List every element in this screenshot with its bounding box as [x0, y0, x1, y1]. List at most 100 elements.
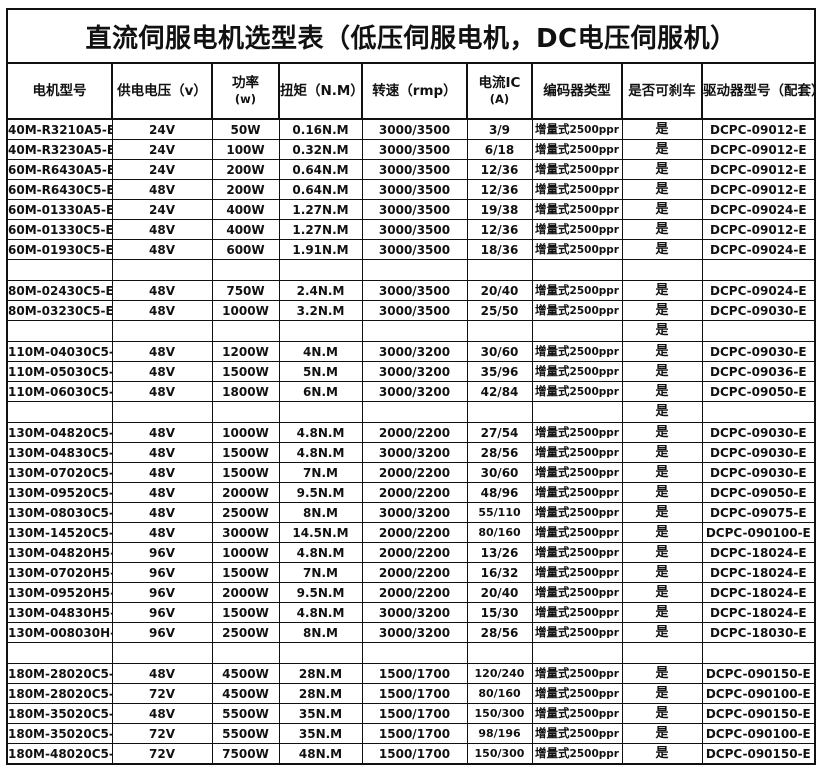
- cell-speed: 3000/3200: [361, 602, 468, 623]
- cell-current: [466, 259, 533, 281]
- column-header-label: 转速（rmp）: [372, 82, 457, 99]
- cell-speed: [361, 642, 468, 664]
- cell-voltage: 96V: [111, 542, 213, 563]
- cell-torque: 4.8N.M: [278, 422, 363, 443]
- cell-speed: 3000/3500: [361, 219, 468, 240]
- encoder-type-text: 增量式: [535, 222, 570, 236]
- cell-speed: 2000/2200: [361, 582, 468, 603]
- cell-brake: 是: [621, 562, 703, 583]
- cell-brake: 是: [621, 401, 703, 423]
- cell-speed: 2000/2200: [361, 462, 468, 483]
- encoder-type-text: 增量式: [535, 142, 570, 156]
- cell-speed: 2000/2200: [361, 482, 468, 503]
- cell-encoder-type: 增量式2500ppr: [531, 562, 623, 583]
- motor-spec-table: 直流伺服电机选型表（低压伺服电机，DC电压伺服机） 电机型号 供电电压（v） 功率(…: [5, 8, 817, 765]
- table-row: 130M-07020H5-E 96V 1500W 7N.M 2000/2200 16/32…: [6, 562, 816, 583]
- cell-speed: 3000/3500: [361, 139, 468, 160]
- cell-speed: 3000/3200: [361, 341, 468, 362]
- cell-torque: 6N.M: [278, 381, 363, 402]
- encoder-type-text: 增量式: [535, 364, 570, 378]
- cell-driver: [701, 401, 816, 423]
- cell-brake: 是: [621, 723, 703, 744]
- encoder-type-text: 增量式: [535, 565, 570, 579]
- cell-driver: DCPC-09030-E: [701, 462, 816, 483]
- encoder-ppr-text: 2500ppr: [569, 527, 619, 539]
- cell-voltage: 48V: [111, 300, 213, 321]
- cell-torque: 8N.M: [278, 622, 363, 643]
- cell-driver: DCPC-09030-E: [701, 442, 816, 463]
- column-header-2: 功率 (w): [211, 62, 280, 120]
- encoder-type-text: 增量式: [535, 686, 570, 700]
- cell-torque: 3.2N.M: [278, 300, 363, 321]
- cell-model: 180M-35020C5-E: [6, 723, 113, 744]
- table-row: 110M-05030C5-E 48V 1500W 5N.M 3000/3200 35/96…: [6, 361, 816, 382]
- cell-model: 60M-01330A5-E: [6, 199, 113, 220]
- cell-brake: 是: [621, 118, 703, 140]
- column-header-0: 电机型号: [6, 62, 113, 120]
- encoder-ppr-text: 2500ppr: [569, 728, 619, 740]
- cell-power: 5500W: [211, 703, 280, 724]
- cell-current: 30/60: [466, 341, 533, 362]
- cell-model: 40M-R3210A5-E: [6, 118, 113, 140]
- cell-encoder-type: 增量式2500ppr: [531, 542, 623, 563]
- cell-brake: 是: [621, 179, 703, 200]
- cell-driver: DCPC-09050-E: [701, 482, 816, 503]
- cell-brake: 是: [621, 159, 703, 180]
- encoder-ppr-text: 2500ppr: [569, 164, 619, 176]
- encoder-ppr-text: 2500ppr: [569, 366, 619, 378]
- cell-speed: 3000/3500: [361, 179, 468, 200]
- cell-voltage: 48V: [111, 361, 213, 382]
- cell-voltage: 48V: [111, 462, 213, 483]
- cell-current: 12/36: [466, 179, 533, 200]
- cell-torque: 7N.M: [278, 462, 363, 483]
- encoder-ppr-text: 2500ppr: [569, 587, 619, 599]
- cell-brake: 是: [621, 683, 703, 704]
- table-row: 130M-14520C5-E 48V 3000W 14.5N.M 2000/2200 80…: [6, 522, 816, 543]
- encoder-type-text: 增量式: [535, 706, 570, 720]
- cell-brake: 是: [621, 381, 703, 402]
- cell-torque: 9.5N.M: [278, 582, 363, 603]
- cell-brake: [621, 259, 703, 281]
- column-header-8: 驱动器型号（配套）: [700, 62, 817, 120]
- cell-driver: DCPC-09012-E: [701, 179, 816, 200]
- cell-speed: [361, 401, 468, 423]
- cell-model: 110M-06030C5-E: [6, 381, 113, 402]
- encoder-ppr-text: 2500ppr: [569, 386, 619, 398]
- cell-speed: 3000/3200: [361, 502, 468, 523]
- column-header-1: 供电电压（v）: [111, 62, 213, 120]
- cell-encoder-type: 增量式2500ppr: [531, 602, 623, 623]
- encoder-ppr-text: 2500ppr: [569, 204, 619, 216]
- cell-voltage: [111, 401, 213, 423]
- cell-speed: [361, 259, 468, 281]
- table-row: 60M-01930C5-E 48V 600W 1.91N.M 3000/3500 18/3…: [6, 239, 816, 260]
- encoder-type-text: 增量式: [535, 384, 570, 398]
- cell-brake: 是: [621, 482, 703, 503]
- cell-power: 200W: [211, 159, 280, 180]
- table-body: 直流伺服电机选型表（低压伺服电机，DC电压伺服机） 电机型号 供电电压（v） 功率(…: [5, 8, 817, 765]
- cell-torque: 0.32N.M: [278, 139, 363, 160]
- cell-current: 80/160: [466, 522, 533, 543]
- cell-driver: [701, 259, 816, 281]
- cell-power: 600W: [211, 239, 280, 260]
- encoder-type-text: 增量式: [535, 242, 570, 256]
- cell-model: [6, 259, 113, 281]
- cell-driver: DCPC-09012-E: [701, 118, 816, 140]
- cell-model: 180M-48020C5-E: [6, 743, 113, 765]
- encoder-type-text: 增量式: [535, 344, 570, 358]
- cell-driver: DCPC-18030-E: [701, 622, 816, 643]
- cell-voltage: 96V: [111, 562, 213, 583]
- cell-speed: 2000/2200: [361, 562, 468, 583]
- cell-model: 60M-R6430C5-E: [6, 179, 113, 200]
- cell-model: 80M-02430C5-E: [6, 280, 113, 301]
- cell-driver: DCPC-18024-E: [701, 582, 816, 603]
- cell-current: 16/32: [466, 562, 533, 583]
- cell-encoder-type: 增量式2500ppr: [531, 482, 623, 503]
- cell-torque: 1.91N.M: [278, 239, 363, 260]
- encoder-type-text: 增量式: [535, 303, 570, 317]
- cell-driver: DCPC-09012-E: [701, 219, 816, 240]
- cell-driver: DCPC-09030-E: [701, 300, 816, 321]
- cell-brake: 是: [621, 320, 703, 342]
- cell-torque: 8N.M: [278, 502, 363, 523]
- encoder-ppr-text: 2500ppr: [569, 447, 619, 459]
- cell-power: 400W: [211, 199, 280, 220]
